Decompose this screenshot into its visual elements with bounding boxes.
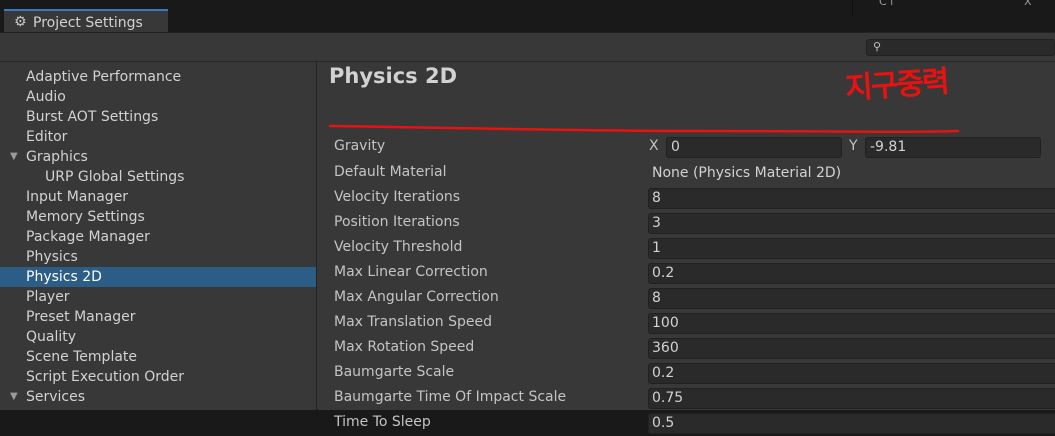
sidebar-item-physics-2d[interactable]: Physics 2D <box>0 267 316 287</box>
sidebar-item-input-manager[interactable]: Input Manager <box>0 187 316 207</box>
property-label: Position Iterations <box>334 214 460 230</box>
gravity-label: Gravity <box>334 138 386 154</box>
property-row: Velocity Iterations 8 <box>318 186 1055 211</box>
gravity-y-field[interactable]: -9.81 <box>865 137 1041 158</box>
property-label: Max Rotation Speed <box>334 339 475 355</box>
sidebar-item-label: Physics <box>26 249 78 265</box>
property-label: Max Linear Correction <box>334 264 488 280</box>
sidebar-item-label: Editor <box>26 129 68 145</box>
sidebar-item-services[interactable]: ▼ Services <box>0 387 316 407</box>
tab-title: Project Settings <box>33 15 143 31</box>
toolbar: ⚲ <box>0 33 1055 62</box>
property-value-field[interactable]: 360 <box>648 338 1055 359</box>
sidebar-item-player[interactable]: Player <box>0 287 316 307</box>
property-label: Default Material <box>334 164 447 180</box>
sidebar-item-adaptive-performance[interactable]: Adaptive Performance <box>0 67 316 87</box>
sidebar-item-label: Quality <box>26 329 77 345</box>
sidebar-item-label: Adaptive Performance <box>26 69 182 85</box>
property-value-field[interactable]: 8 <box>648 288 1055 309</box>
property-value-field[interactable]: 3 <box>648 213 1055 234</box>
title-bar: ⚙ Project Settings C l X <box>0 0 1055 38</box>
search-input[interactable]: ⚲ <box>866 39 1055 56</box>
sidebar-item-label: Input Manager <box>26 189 129 205</box>
property-value-field[interactable]: 100 <box>648 313 1055 334</box>
gravity-x-label: X <box>649 138 659 154</box>
sidebar-item-label: Preset Manager <box>26 309 136 325</box>
property-label: Baumgarte Scale <box>334 364 455 380</box>
gravity-x-field[interactable]: 0 <box>666 137 842 158</box>
right-panel-x-label: X <box>1024 0 1032 8</box>
sidebar-item-memory-settings[interactable]: Memory Settings <box>0 207 316 227</box>
property-value-field[interactable]: 8 <box>648 188 1055 209</box>
settings-sidebar: Adaptive Performance Audio Burst AOT Setti… <box>0 62 317 410</box>
sidebar-item-label: Physics 2D <box>26 269 102 285</box>
sidebar-item-label: Services <box>26 389 86 405</box>
sidebar-item-label: Graphics <box>26 149 88 165</box>
property-label: Velocity Threshold <box>334 239 463 255</box>
property-label: Velocity Iterations <box>334 189 461 205</box>
property-row: Baumgarte Time Of Impact Scale 0.75 <box>318 386 1055 411</box>
page-title: Physics 2D <box>329 64 458 88</box>
sidebar-item-quality[interactable]: Quality <box>0 327 316 347</box>
sidebar-item-preset-manager[interactable]: Preset Manager <box>0 307 316 327</box>
sidebar-item-label: Script Execution Order <box>26 369 184 385</box>
sidebar-item-label: Memory Settings <box>26 209 145 225</box>
sidebar-item-label: Audio <box>26 89 66 105</box>
property-row: Baumgarte Scale 0.2 <box>318 361 1055 386</box>
gravity-row: Gravity X 0 Y -9.81 <box>318 135 1055 160</box>
sidebar-item-label: Burst AOT Settings <box>26 109 159 125</box>
sidebar-item-graphics[interactable]: ▼ Graphics <box>0 147 316 167</box>
property-row: Max Translation Speed 100 <box>318 311 1055 336</box>
property-row: Velocity Threshold 1 <box>318 236 1055 261</box>
property-row: Max Angular Correction 8 <box>318 286 1055 311</box>
property-value-field[interactable]: 0.75 <box>648 388 1055 409</box>
property-label: Max Translation Speed <box>334 314 493 330</box>
physics-2d-panel: Physics 2D Gravity X 0 Y -9.81 Default M… <box>318 62 1055 434</box>
gravity-y-label: Y <box>849 138 858 154</box>
expand-arrow-icon[interactable]: ▼ <box>10 151 18 162</box>
sidebar-item-physics[interactable]: Physics <box>0 247 316 267</box>
search-icon: ⚲ <box>873 40 882 53</box>
sidebar-item-label: Package Manager <box>26 229 150 245</box>
property-value-field[interactable]: 0.2 <box>648 263 1055 284</box>
expand-arrow-icon[interactable]: ▼ <box>10 391 18 402</box>
property-row: Time To Sleep 0.5 <box>318 411 1055 436</box>
sidebar-item-label: Scene Template <box>26 349 138 365</box>
property-row: Default Material None (Physics Material 2… <box>318 161 1055 186</box>
sidebar-item-script-execution-order[interactable]: Script Execution Order <box>0 367 316 387</box>
gear-icon: ⚙ <box>14 14 27 30</box>
sidebar-item-package-manager[interactable]: Package Manager <box>0 227 316 247</box>
property-value-field[interactable]: 0.2 <box>648 363 1055 384</box>
property-row: Max Rotation Speed 360 <box>318 336 1055 361</box>
sidebar-item-burst-aot-settings[interactable]: Burst AOT Settings <box>0 107 316 127</box>
sidebar-item-urp-global-settings[interactable]: URP Global Settings <box>0 167 316 187</box>
property-label: Time To Sleep <box>334 414 431 430</box>
sidebar-item-label: URP Global Settings <box>45 169 185 185</box>
property-value-field[interactable]: 0.5 <box>648 413 1055 434</box>
sidebar-item-scene-template[interactable]: Scene Template <box>0 347 316 367</box>
sidebar-item-editor[interactable]: Editor <box>0 127 316 147</box>
property-value-field[interactable]: 1 <box>648 238 1055 259</box>
right-panel-label: C l <box>879 0 894 8</box>
sidebar-item-label: Player <box>26 289 70 305</box>
property-row: Max Linear Correction 0.2 <box>318 261 1055 286</box>
property-label: Max Angular Correction <box>334 289 499 305</box>
property-label: Baumgarte Time Of Impact Scale <box>334 389 567 405</box>
sidebar-item-audio[interactable]: Audio <box>0 87 316 107</box>
default-material-field[interactable]: None (Physics Material 2D) <box>652 165 842 181</box>
right-panel-edge: C l X <box>852 0 1055 16</box>
project-settings-window: ⚲ Adaptive Performance Audio Burst AOT Set… <box>0 32 1055 434</box>
property-row: Position Iterations 3 <box>318 211 1055 236</box>
